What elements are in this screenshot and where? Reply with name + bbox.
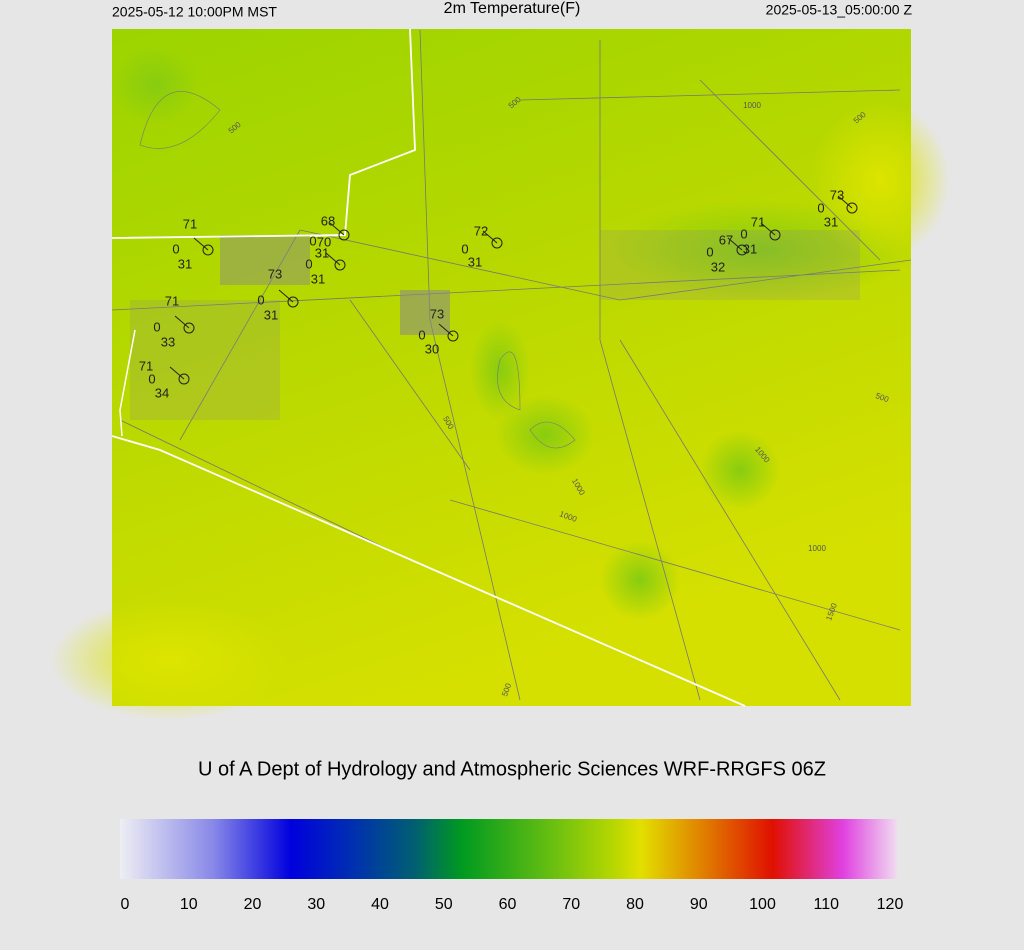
wind-barb	[329, 222, 345, 236]
station-marker	[287, 296, 299, 308]
dewpoint: 31	[468, 254, 482, 269]
colorbar-tick-label: 110	[813, 896, 839, 913]
wind-barb	[325, 252, 341, 266]
wind-barb	[837, 195, 853, 209]
dewpoint: 31	[743, 241, 757, 256]
colorbar-tick-label: 100	[749, 896, 776, 913]
wind-barb	[278, 289, 294, 303]
colorbar-tick-label: 20	[244, 896, 262, 913]
temperature: 67	[719, 232, 733, 247]
contour-label: 500	[874, 391, 890, 404]
colorbar-ticks: 0 10 20 30 40 50 60 70 80 90 100 110 120	[121, 896, 904, 913]
wind-barb	[174, 315, 190, 329]
station-marker	[846, 202, 858, 214]
station-marker	[178, 373, 190, 385]
wind-barb	[482, 230, 498, 244]
colorbar-tick-label: 90	[690, 896, 708, 913]
colorbar-tick-label: 40	[371, 896, 389, 913]
station-marker	[447, 330, 459, 342]
contour-label: 500	[500, 682, 513, 698]
utc-time: 2025-05-13_05:00:00 Z	[766, 2, 913, 18]
colorbar-tick-label: 10	[180, 896, 198, 913]
dewpoint: 31	[311, 271, 325, 286]
wind: 0	[461, 241, 468, 256]
dewpoint: 33	[161, 334, 175, 349]
wind: 0	[740, 226, 747, 241]
temperature: 73	[830, 187, 844, 202]
wind: 0	[153, 319, 160, 334]
colorbar	[120, 819, 897, 879]
colorbar-tick-label: 80	[626, 896, 644, 913]
colorbar-tick-label: 50	[435, 896, 453, 913]
colorbar-tick-label: 70	[562, 896, 580, 913]
temperature: 73	[430, 306, 444, 321]
colorbar-tick-label: 120	[877, 896, 904, 913]
temperature: 71	[165, 293, 179, 308]
contour-label: 1000	[743, 101, 761, 110]
colorbar-tick-label: 0	[121, 896, 130, 913]
station-plots: 7103168031700317203173031710337103473030…	[139, 187, 858, 400]
wind-barb	[760, 222, 776, 236]
dewpoint: 32	[711, 259, 725, 274]
wind: 0	[257, 292, 264, 307]
local-time: 2025-05-12 10:00PM MST	[112, 4, 277, 20]
wind: 0	[172, 241, 179, 256]
wind-barb	[727, 237, 743, 251]
dewpoint: 31	[315, 245, 329, 260]
title: 2m Temperature(F)	[444, 0, 581, 17]
wind-barb	[169, 366, 185, 380]
colorbar-tick-label: 30	[307, 896, 325, 913]
dewpoint: 30	[425, 341, 439, 356]
map	[50, 28, 950, 720]
temperature: 72	[474, 223, 488, 238]
station-marker	[202, 244, 214, 256]
wind: 0	[148, 371, 155, 386]
station-marker	[334, 259, 346, 271]
contour-label: 1000	[808, 544, 826, 553]
dewpoint: 34	[155, 385, 169, 400]
wind-barb	[193, 237, 209, 251]
wind: 0	[817, 200, 824, 215]
credit: U of A Dept of Hydrology and Atmospheric…	[198, 758, 826, 780]
station-marker	[736, 244, 748, 256]
temperature: 71	[139, 358, 153, 373]
dewpoint: 31	[178, 256, 192, 271]
wind-barb	[438, 323, 454, 337]
dewpoint: 31	[824, 214, 838, 229]
colorbar-tick-label: 60	[499, 896, 517, 913]
temperature: 71	[183, 216, 197, 231]
station-marker	[491, 237, 503, 249]
wind: 0	[418, 327, 425, 342]
station-marker	[338, 229, 350, 241]
temperature: 71	[751, 214, 765, 229]
wind: 0	[309, 233, 316, 248]
temperature: 73	[268, 266, 282, 281]
wind: 0	[706, 244, 713, 259]
temperature: 70	[317, 234, 331, 249]
dewpoint: 31	[264, 307, 278, 322]
station-marker	[183, 322, 195, 334]
wind: 0	[305, 256, 312, 271]
station-marker	[769, 229, 781, 241]
temperature: 68	[321, 213, 335, 228]
